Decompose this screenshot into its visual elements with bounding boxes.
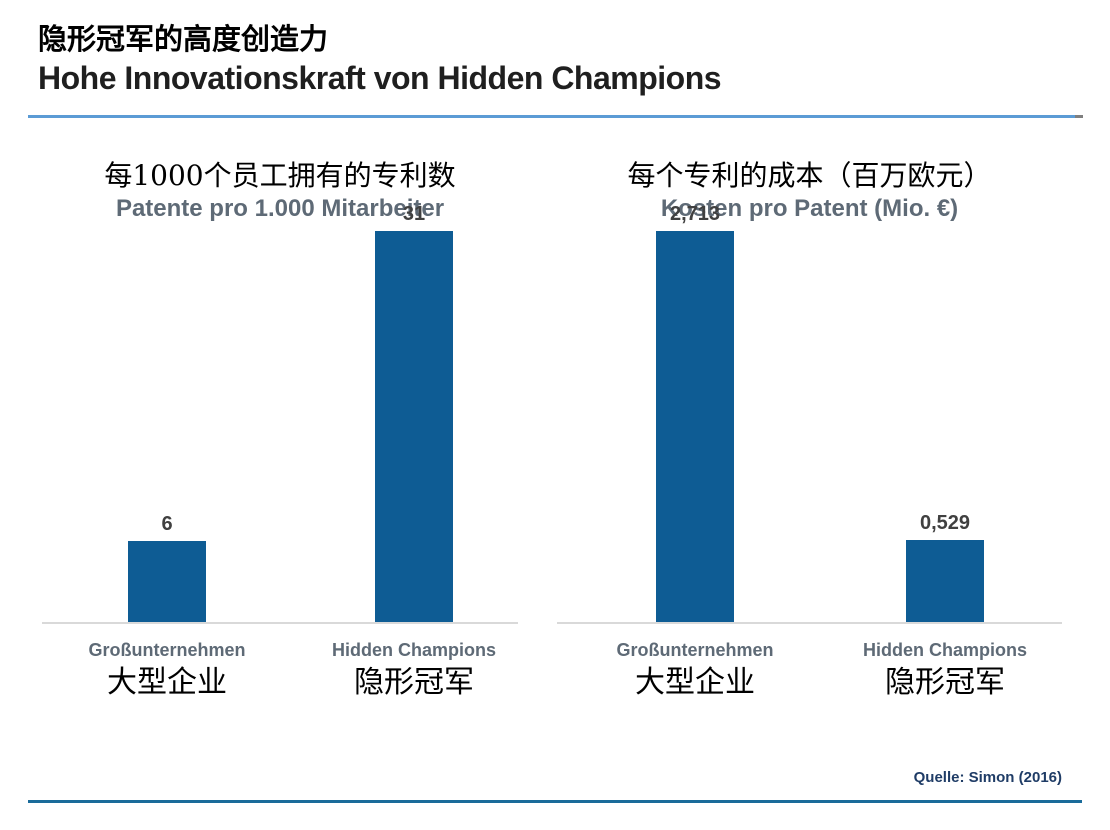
bar-column: 6 (87, 202, 247, 622)
bar-column: 2,713 (615, 202, 775, 622)
plot-area: 6 31 (42, 203, 518, 624)
category-label-chinese: 大型企业 (635, 665, 755, 700)
category-label-german: Hidden Champions (862, 640, 1027, 660)
category-labels: Großunternehmen 大型企业 Hidden Champions 隐形冠军 (42, 638, 518, 718)
category: Hidden Champions 隐形冠军 (304, 638, 524, 702)
category-label-chinese: 隐形冠军 (885, 665, 1005, 700)
footer-divider-line (28, 800, 1082, 803)
slide-title-german: Hohe Innovationskraft von Hidden Champio… (38, 60, 722, 96)
category-label-chinese: 隐形冠军 (354, 665, 474, 700)
header-divider-line (28, 115, 1083, 118)
category: Großunternehmen 大型企业 (57, 638, 277, 702)
category-label-german: Großunternehmen (88, 640, 246, 660)
category-labels: Großunternehmen 大型企业 Hidden Champions 隐形冠军 (557, 638, 1062, 718)
bar (656, 231, 734, 622)
category-label-german: Hidden Champions (331, 640, 496, 660)
bar (375, 231, 453, 622)
bar-value-label: 2,713 (669, 203, 721, 225)
chart-title-german: Kosten pro Patent (Mio. €) (660, 195, 959, 222)
chart-title-german: Patente pro 1.000 Mitarbeiter (115, 195, 445, 222)
plot-area: 2,713 0,529 (557, 203, 1062, 624)
category: Großunternehmen 大型企业 (585, 638, 805, 702)
bar-column: 31 (334, 202, 494, 622)
slide-title-chinese: 隐形冠军的高度创造力 (38, 22, 329, 56)
chart-cost-per-patent: 每个专利的成本（百万欧元） Kosten pro Patent (Mio. €) 2… (557, 152, 1062, 752)
category-label-chinese: 大型企业 (107, 665, 227, 700)
chart-title-chinese: 每1000个员工拥有的专利数 (104, 159, 456, 192)
bar-column: 0,529 (865, 202, 1025, 622)
chart-patents-per-1000-employees: 每1000个员工拥有的专利数 Patente pro 1.000 Mitarbei… (42, 152, 518, 752)
bar (128, 540, 206, 622)
bar-value-label: 6 (161, 512, 173, 535)
category: Hidden Champions 隐形冠军 (835, 638, 1055, 702)
bar (906, 540, 984, 622)
source-citation: Quelle: Simon (2016) (913, 769, 1062, 786)
chart-title-chinese: 每个专利的成本（百万欧元） (627, 159, 992, 192)
bar-value-label: 31 (402, 203, 426, 225)
bar-value-label: 0,529 (919, 512, 971, 535)
category-label-german: Großunternehmen (616, 640, 774, 660)
